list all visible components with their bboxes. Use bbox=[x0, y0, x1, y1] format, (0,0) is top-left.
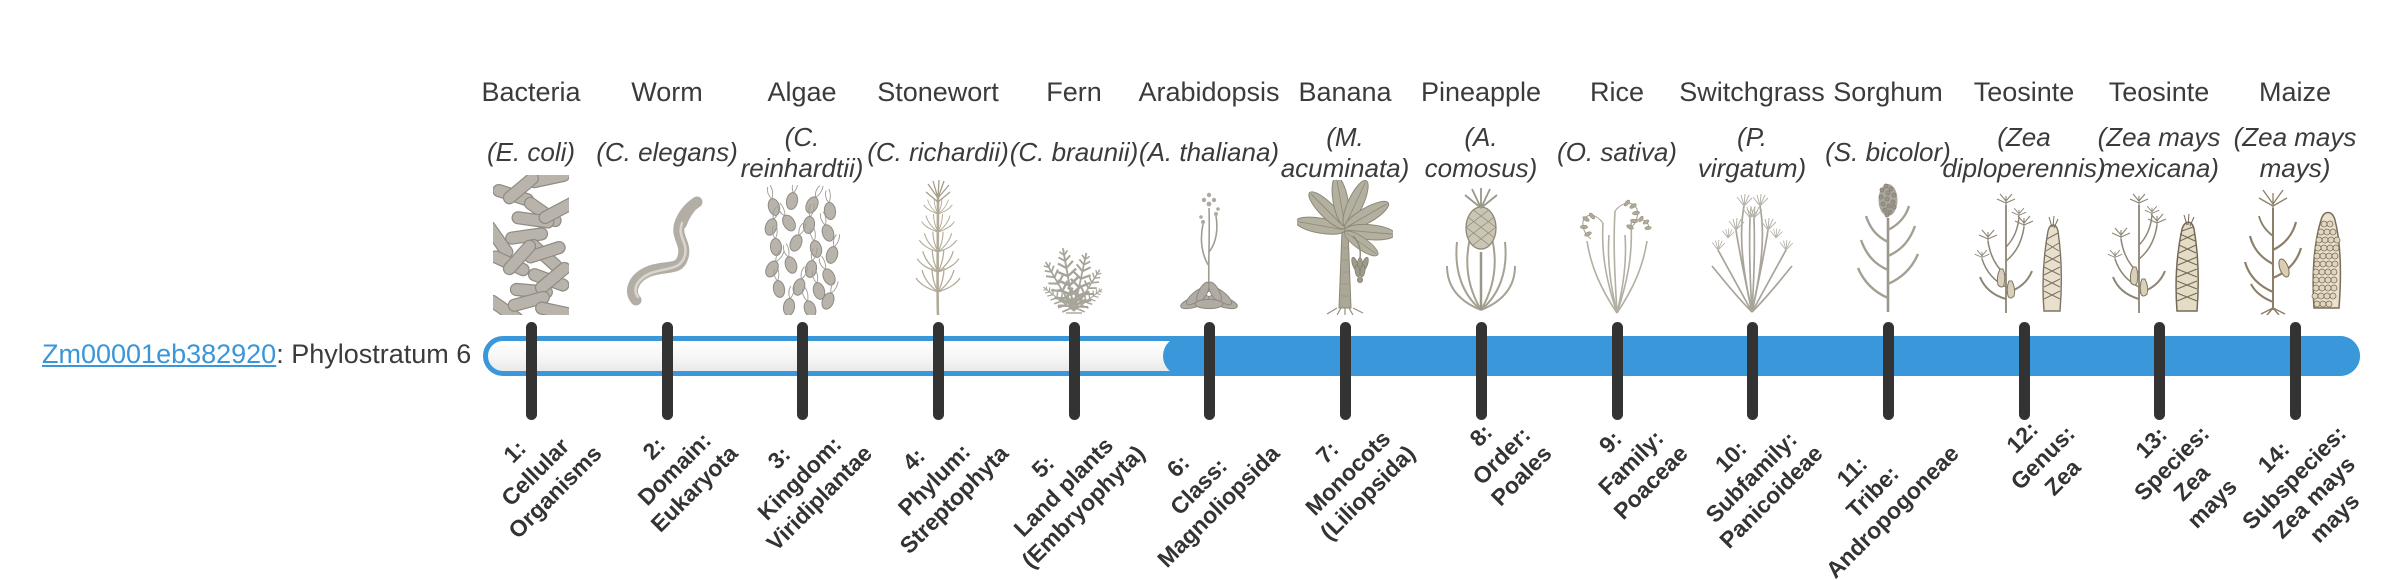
phylostratum-label: 13: Species: Zea mays bbox=[2128, 419, 2242, 533]
organism-illustration-wrap bbox=[994, 175, 1154, 315]
phylostratum-tick bbox=[1068, 322, 1080, 420]
organism-name: Pineapple bbox=[1420, 77, 1542, 107]
phylostratum-tick bbox=[1882, 322, 1894, 420]
organism-scientific-name: (P. virgatum) bbox=[1697, 121, 1807, 184]
arabidopsis-illustration bbox=[1180, 192, 1238, 310]
phylostratum-tick bbox=[1746, 322, 1758, 420]
organism-column: Maize (Zea mays mays) bbox=[2215, 77, 2375, 548]
phylostratum-label: 3: Kingdom: Viridiplantae bbox=[752, 430, 878, 556]
phylostratum-tick bbox=[661, 322, 673, 420]
organism-scientific-name: (C. reinhardtii) bbox=[740, 121, 864, 184]
organism-illustration-wrap bbox=[1672, 175, 1832, 315]
phylostratum-tick bbox=[2018, 322, 2030, 420]
organism-illustration-wrap bbox=[451, 175, 611, 315]
stonewort-illustration bbox=[915, 180, 961, 315]
phylostratum-tick bbox=[1475, 322, 1487, 420]
organism-name: Worm bbox=[631, 77, 703, 107]
teosinte-diploperennis-illustration bbox=[1974, 193, 2063, 313]
phylostratum-label: 6: Class: Magnoliopsida bbox=[1152, 440, 1285, 573]
organism-illustration-wrap bbox=[858, 175, 1018, 315]
organism-illustration-wrap bbox=[1537, 175, 1697, 315]
organism-name: Fern bbox=[1046, 77, 1102, 107]
organism-illustration-wrap bbox=[587, 175, 747, 315]
organism-column: Stonewort (C. richardii) 4: Phylum: Stre… bbox=[858, 77, 1018, 559]
phylostratum-tick bbox=[796, 322, 808, 420]
phylostratum-tick bbox=[2289, 322, 2301, 420]
organism-name: Arabidopsis bbox=[1138, 77, 1280, 107]
fern-illustration bbox=[1034, 244, 1110, 315]
organism-illustration-wrap bbox=[1808, 175, 1968, 315]
phylostratum-label: 9: Family: Poaceae bbox=[1592, 424, 1693, 525]
organism-scientific-name: (C. richardii) bbox=[867, 137, 1009, 168]
phylostratum-label: 14: Subspecies: Zea mays mays bbox=[2236, 419, 2364, 548]
rice-illustration bbox=[1580, 199, 1652, 314]
switchgrass-illustration bbox=[1711, 193, 1794, 313]
organism-column: Bacteria (E. coli) 1: Cellular Organisms bbox=[451, 77, 611, 544]
phylostratum-label: 7: Monocots (Liliopsida) bbox=[1300, 424, 1421, 546]
organism-illustration-wrap bbox=[1401, 175, 1561, 315]
bacteria-illustration bbox=[493, 175, 569, 315]
organism-name: Maize bbox=[2258, 77, 2332, 107]
organism-scientific-name: (C. elegans) bbox=[596, 137, 738, 168]
organism-scientific-name: (A. comosus) bbox=[1424, 121, 1538, 184]
phylostratum-label: 11: Tribe: Andropogoneae bbox=[1820, 440, 1964, 580]
organism-scientific-name: (Zea mays mexicana) bbox=[2097, 121, 2221, 184]
organism-column: Fern (C. braunii) bbox=[994, 77, 1154, 574]
phylostratum-tick bbox=[2153, 322, 2165, 420]
gene-phylostratum-text: : Phylostratum 6 bbox=[276, 339, 472, 369]
organism-scientific-name: (A. thaliana) bbox=[1138, 137, 1280, 168]
organism-name: Teosinte bbox=[2108, 77, 2210, 107]
maize-illustration bbox=[2243, 189, 2342, 315]
phylostratum-tick bbox=[1339, 322, 1351, 420]
phylostratum-label: 1: Cellular Organisms bbox=[495, 432, 607, 544]
organism-column: Algae (C. reinhardtii) 3: Kingdom: Virid… bbox=[722, 77, 882, 556]
organism-illustration-wrap bbox=[2215, 175, 2375, 315]
organism-name: Rice bbox=[1589, 77, 1644, 107]
phylostratum-tick bbox=[525, 322, 537, 420]
banana-illustration bbox=[1297, 180, 1393, 315]
pineapple-illustration bbox=[1446, 188, 1516, 311]
organism-scientific-name: (Zea diploperennis) bbox=[1942, 121, 2106, 184]
organism-name: Switchgrass bbox=[1679, 77, 1825, 107]
organism-name: Algae bbox=[767, 77, 837, 107]
phylostratum-label: 8: Order: Poales bbox=[1464, 418, 1557, 511]
organism-name: Sorghum bbox=[1833, 77, 1943, 107]
phylostratum-tick bbox=[932, 322, 944, 420]
worm-illustration bbox=[627, 196, 703, 306]
sorghum-illustration bbox=[1856, 183, 1920, 312]
gene-label: Zm00001eb382920: Phylostratum 6 bbox=[42, 339, 471, 370]
organism-illustration-wrap bbox=[1129, 175, 1289, 315]
organism-scientific-name: (C. braunii) bbox=[1009, 137, 1139, 168]
organism-scientific-name: (E. coli) bbox=[486, 137, 576, 168]
organism-illustration-wrap bbox=[722, 175, 882, 315]
organism-name: Stonewort bbox=[877, 77, 999, 107]
organism-illustration-wrap bbox=[1944, 175, 2104, 315]
organism-illustration-wrap bbox=[2079, 175, 2239, 315]
phylostratum-tick bbox=[1203, 322, 1215, 420]
organism-name: Banana bbox=[1298, 77, 1392, 107]
teosinte-mexicana-illustration bbox=[2107, 193, 2199, 313]
organism-name: Bacteria bbox=[481, 77, 581, 107]
phylostratum-label: 12: Genus: Zea bbox=[2000, 415, 2086, 501]
organism-scientific-name: (O. sativa) bbox=[1557, 137, 1677, 168]
algae-illustration bbox=[762, 185, 842, 315]
organism-illustration-wrap bbox=[1265, 175, 1425, 315]
organism-name: Teosinte bbox=[1973, 77, 2075, 107]
phylostratum-label: 4: Phylum: Streptophyta bbox=[892, 437, 1014, 559]
phylostratum-tick bbox=[1611, 322, 1623, 420]
organism-scientific-name: (M. acuminata) bbox=[1280, 121, 1410, 184]
organism-scientific-name: (Zea mays mays) bbox=[2233, 121, 2357, 184]
phylostratum-label: 5: Land plants (Embryophyta) bbox=[1007, 431, 1150, 574]
phylostratum-label: 2: Domain: Eukaryota bbox=[632, 426, 743, 538]
gene-id-link[interactable]: Zm00001eb382920 bbox=[42, 339, 277, 369]
organism-scientific-name: (S. bicolor) bbox=[1825, 137, 1951, 168]
